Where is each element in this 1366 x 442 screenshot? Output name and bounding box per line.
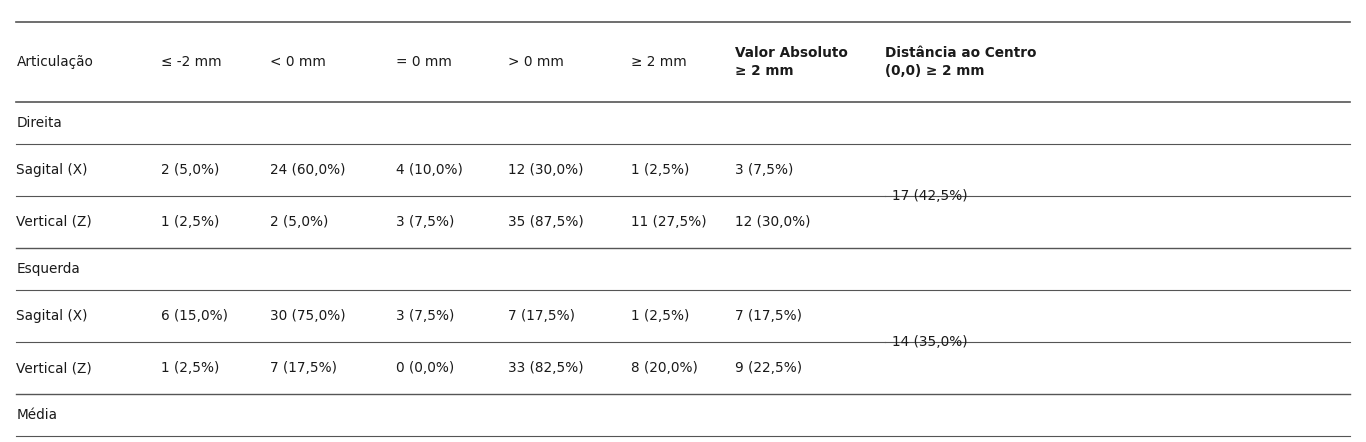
Text: 2 (5,0%): 2 (5,0%): [161, 163, 220, 177]
Text: Sagital (X): Sagital (X): [16, 163, 87, 177]
Text: 12 (30,0%): 12 (30,0%): [508, 163, 583, 177]
Text: 35 (87,5%): 35 (87,5%): [508, 215, 583, 229]
Text: Média: Média: [16, 408, 57, 422]
Text: 6 (15,0%): 6 (15,0%): [161, 309, 228, 323]
Text: 1 (2,5%): 1 (2,5%): [631, 309, 690, 323]
Text: 33 (82,5%): 33 (82,5%): [508, 361, 583, 375]
Text: 2 (5,0%): 2 (5,0%): [270, 215, 329, 229]
Text: 11 (27,5%): 11 (27,5%): [631, 215, 706, 229]
Text: 24 (60,0%): 24 (60,0%): [270, 163, 346, 177]
Text: 12 (30,0%): 12 (30,0%): [735, 215, 810, 229]
Text: > 0 mm: > 0 mm: [508, 55, 564, 69]
Text: Vertical (Z): Vertical (Z): [16, 215, 92, 229]
Text: < 0 mm: < 0 mm: [270, 55, 326, 69]
Text: Esquerda: Esquerda: [16, 262, 81, 276]
Text: 17 (42,5%): 17 (42,5%): [892, 189, 967, 203]
Text: ≤ -2 mm: ≤ -2 mm: [161, 55, 221, 69]
Text: 14 (35,0%): 14 (35,0%): [892, 335, 967, 349]
Text: 3 (7,5%): 3 (7,5%): [396, 215, 455, 229]
Text: Sagital (X): Sagital (X): [16, 309, 87, 323]
Text: 0 (0,0%): 0 (0,0%): [396, 361, 455, 375]
Text: 8 (20,0%): 8 (20,0%): [631, 361, 698, 375]
Text: ≥ 2 mm: ≥ 2 mm: [631, 55, 687, 69]
Text: 1 (2,5%): 1 (2,5%): [161, 215, 220, 229]
Text: 1 (2,5%): 1 (2,5%): [161, 361, 220, 375]
Text: Vertical (Z): Vertical (Z): [16, 361, 92, 375]
Text: = 0 mm: = 0 mm: [396, 55, 452, 69]
Text: Valor Absoluto
≥ 2 mm: Valor Absoluto ≥ 2 mm: [735, 46, 848, 77]
Text: 4 (10,0%): 4 (10,0%): [396, 163, 463, 177]
Text: 7 (17,5%): 7 (17,5%): [735, 309, 802, 323]
Text: 7 (17,5%): 7 (17,5%): [508, 309, 575, 323]
Text: 30 (75,0%): 30 (75,0%): [270, 309, 346, 323]
Text: Articulação: Articulação: [16, 55, 93, 69]
Text: Distância ao Centro
(0,0) ≥ 2 mm: Distância ao Centro (0,0) ≥ 2 mm: [885, 46, 1037, 77]
Text: Direita: Direita: [16, 116, 61, 130]
Text: 7 (17,5%): 7 (17,5%): [270, 361, 337, 375]
Text: 3 (7,5%): 3 (7,5%): [735, 163, 794, 177]
Text: 1 (2,5%): 1 (2,5%): [631, 163, 690, 177]
Text: 9 (22,5%): 9 (22,5%): [735, 361, 802, 375]
Text: 3 (7,5%): 3 (7,5%): [396, 309, 455, 323]
